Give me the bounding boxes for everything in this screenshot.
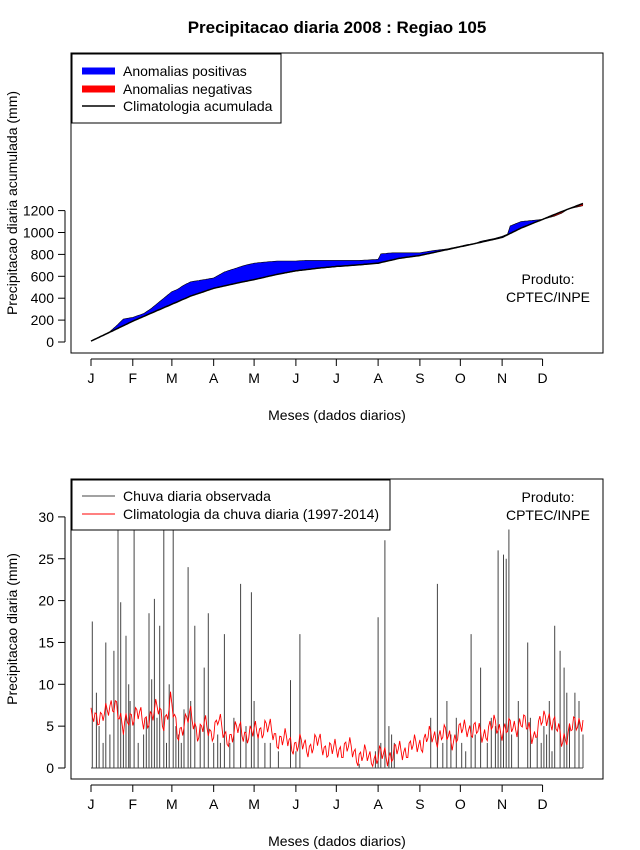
legend-climatology-label: Climatologia acumulada xyxy=(123,98,273,114)
y-tick-label: 15 xyxy=(38,634,54,650)
x-tick-label: M xyxy=(248,796,260,812)
y-tick-label: 1200 xyxy=(23,203,54,219)
y-tick-label: 800 xyxy=(31,246,55,262)
x-tick-label: D xyxy=(537,370,547,386)
y-tick-label: 200 xyxy=(31,312,55,328)
y-tick-label: 25 xyxy=(38,551,54,567)
x-tick-label: F xyxy=(129,370,138,386)
x-axis-label: Meses (dados diarios) xyxy=(268,407,406,423)
x-tick-label: N xyxy=(497,796,507,812)
positive-anomaly-area xyxy=(91,243,474,342)
x-tick-label: S xyxy=(415,796,424,812)
y-axis-label: Precipitacao diaria (mm) xyxy=(4,553,20,705)
y-tick-label: 600 xyxy=(31,268,55,284)
x-axis-label: Meses (dados diarios) xyxy=(268,833,406,849)
observed-accumulation-line xyxy=(90,205,584,342)
legend-climatology-label: Climatologia da chuva diaria (1997-2014) xyxy=(123,506,379,522)
legend-box xyxy=(71,479,391,531)
y-tick-label: 20 xyxy=(38,593,54,609)
x-tick-label: J xyxy=(333,796,340,812)
x-tick-label: O xyxy=(455,370,466,386)
y-tick-label: 5 xyxy=(46,718,54,734)
credit-line-2: CPTEC/INPE xyxy=(506,289,590,305)
x-tick-label: A xyxy=(209,796,219,812)
credit-line-1: Produto: xyxy=(522,489,575,505)
legend-positive-label: Anomalias positivas xyxy=(123,63,247,79)
observed-bars xyxy=(91,529,584,769)
climatology-accumulation-line xyxy=(90,202,584,342)
x-tick-label: F xyxy=(129,796,138,812)
daily-precipitation-chart: 0 5 10 15 20 25 30 J F M A M J J A S O N D Meses (dados d… xyxy=(4,478,604,849)
y-tick-label: 10 xyxy=(38,676,54,692)
credit-line-2: CPTEC/INPE xyxy=(506,507,590,523)
x-tick-label: A xyxy=(373,370,383,386)
climatology-line xyxy=(90,691,584,768)
y-tick-label: 0 xyxy=(46,760,54,776)
y-axis-label: Precipitacao diaria acumulada (mm) xyxy=(4,91,20,315)
chart-title: Precipitacao diaria 2008 : Regiao 105 xyxy=(188,18,487,37)
y-tick-label: 0 xyxy=(46,334,54,350)
accumulated-precipitation-chart: 0 200 400 600 800 1000 1200 J F M A M J J A S O N D Meses… xyxy=(4,52,604,423)
legend: Chuva diaria observada Climatologia da c… xyxy=(71,479,391,531)
x-tick-label: A xyxy=(373,796,383,812)
x-tick-label: M xyxy=(166,370,178,386)
plot-frame xyxy=(70,478,604,780)
x-tick-label: J xyxy=(88,796,95,812)
x-tick-label: D xyxy=(537,796,547,812)
y-axis: 0 200 400 600 800 1000 1200 xyxy=(23,203,66,350)
x-tick-label: M xyxy=(248,370,260,386)
x-tick-label: J xyxy=(333,370,340,386)
x-tick-label: M xyxy=(166,796,178,812)
x-tick-label: J xyxy=(292,370,299,386)
x-tick-label: J xyxy=(292,796,299,812)
y-tick-label: 1000 xyxy=(23,225,54,241)
climatology-daily-line xyxy=(90,691,584,768)
x-tick-label: J xyxy=(88,370,95,386)
y-tick-label: 400 xyxy=(31,290,55,306)
credit-line-1: Produto: xyxy=(522,271,575,287)
y-axis: 0 5 10 15 20 25 30 xyxy=(38,509,66,776)
x-tick-label: N xyxy=(497,370,507,386)
x-tick-label: A xyxy=(209,370,219,386)
x-tick-label: O xyxy=(455,796,466,812)
accumulation-lines xyxy=(90,202,584,342)
anomaly-areas xyxy=(91,203,583,342)
y-tick-label: 30 xyxy=(38,509,54,525)
legend-negative-label: Anomalias negativas xyxy=(123,81,252,97)
legend: Anomalias positivas Anomalias negativas … xyxy=(71,53,282,124)
legend-observed-label: Chuva diaria observada xyxy=(123,488,271,504)
plot-frame xyxy=(70,52,604,354)
x-tick-label: S xyxy=(415,370,424,386)
